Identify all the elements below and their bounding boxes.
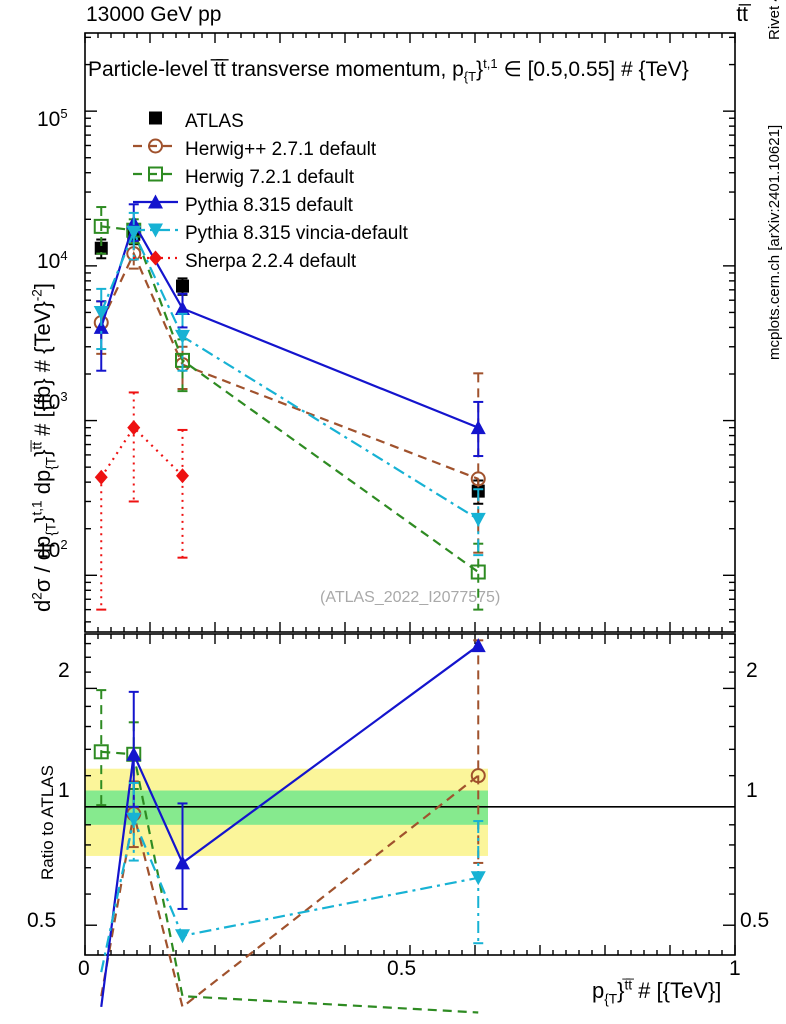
legend-label-atlas: ATLAS bbox=[185, 111, 244, 132]
ratio-point-3-3 bbox=[470, 871, 486, 886]
legend-key-marker-0 bbox=[149, 111, 162, 125]
series-line-4 bbox=[100, 229, 479, 521]
data-point-0-0 bbox=[94, 241, 108, 255]
data-point-3-0 bbox=[93, 319, 109, 334]
data-point-5-1 bbox=[127, 420, 141, 436]
ratio-point-2-2 bbox=[175, 855, 190, 870]
series-line-5 bbox=[100, 425, 184, 478]
data-point-5-2 bbox=[176, 468, 189, 484]
x-tick-label-1: 1 bbox=[729, 957, 741, 980]
legend-key-marker-4 bbox=[148, 223, 163, 238]
ratio-inner-band bbox=[85, 790, 488, 825]
data-point-4-3 bbox=[470, 512, 486, 527]
ratio-point-3-2 bbox=[175, 929, 190, 944]
legend-label-pythia: Pythia 8.315 default bbox=[185, 195, 353, 216]
data-point-3-2 bbox=[175, 301, 190, 316]
legend-key-marker-5 bbox=[149, 250, 162, 266]
data-point-0-2 bbox=[176, 279, 189, 293]
plot-title-text: Particle-level t̅t̅ transverse momentum,… bbox=[88, 56, 689, 85]
plot-title: Particle-level t̅t̅ transverse momentum,… bbox=[88, 56, 689, 84]
legend-key-marker-1 bbox=[148, 138, 163, 154]
x-axis-label-text: p{T}t̅t̅ # [{TeV}] bbox=[592, 978, 722, 1007]
ratio-point-1-0 bbox=[93, 744, 109, 760]
data-point-1-3 bbox=[470, 471, 486, 487]
data-point-4-0 bbox=[93, 305, 109, 320]
process-label: tt̅ bbox=[736, 3, 748, 26]
ratio-y-tick-label-1-left: 1 bbox=[58, 779, 70, 802]
y-tick-label-1e4: 104 bbox=[37, 248, 68, 273]
y-tick-label-1e2: 102 bbox=[37, 537, 68, 562]
y-tick-label-1e5: 105 bbox=[37, 106, 68, 131]
beam-energy-label: 13000 GeV pp bbox=[86, 3, 222, 26]
ratio-point-0-3 bbox=[470, 768, 486, 784]
ratio-series-line-2 bbox=[100, 644, 479, 1008]
series-line-2 bbox=[101, 225, 479, 573]
legend-label-herwigpp: Herwig++ 2.7.1 default bbox=[185, 139, 377, 160]
x-tick-label-0: 0 bbox=[78, 957, 90, 980]
data-point-2-3 bbox=[470, 564, 486, 580]
x-axis-label: p{T}t̅t̅ # [{TeV}] bbox=[592, 978, 721, 1007]
data-point-4-2 bbox=[175, 329, 190, 344]
y-tick-label-1e3: 103 bbox=[37, 389, 68, 414]
legend-label-herwig7: Herwig 7.2.1 default bbox=[185, 167, 354, 188]
ratio-point-2-3 bbox=[470, 638, 486, 653]
ratio-series-line-0 bbox=[100, 774, 479, 1009]
series-line-3 bbox=[100, 219, 479, 429]
ratio-y-tick-label-1-right: 1 bbox=[746, 779, 758, 802]
x-tick-label-05: 0.5 bbox=[387, 957, 417, 980]
data-point-3-3 bbox=[470, 420, 486, 435]
ratio-series-line-3 bbox=[100, 815, 479, 973]
series-line-1 bbox=[100, 250, 479, 480]
ratio-point-3-1 bbox=[126, 812, 142, 827]
legend-key-marker-2 bbox=[148, 166, 163, 182]
ratio-point-2-1 bbox=[126, 746, 142, 761]
ratio-y-tick-label-2-right: 2 bbox=[746, 659, 758, 682]
ratio-y-tick-label-05-right: 0.5 bbox=[740, 909, 770, 932]
legend-key-marker-3 bbox=[148, 194, 163, 209]
legend-label-sherpa: Sherpa 2.2.4 default bbox=[185, 251, 357, 272]
analysis-watermark: (ATLAS_2022_I2077575) bbox=[320, 589, 501, 606]
legend-label-pythia-vincia: Pythia 8.315 vincia-default bbox=[185, 223, 408, 244]
ratio-y-tick-label-05-left: 0.5 bbox=[27, 909, 57, 932]
data-point-2-0 bbox=[93, 218, 109, 234]
ratio-y-tick-label-2-left: 2 bbox=[58, 659, 70, 682]
data-point-5-0 bbox=[94, 469, 108, 485]
